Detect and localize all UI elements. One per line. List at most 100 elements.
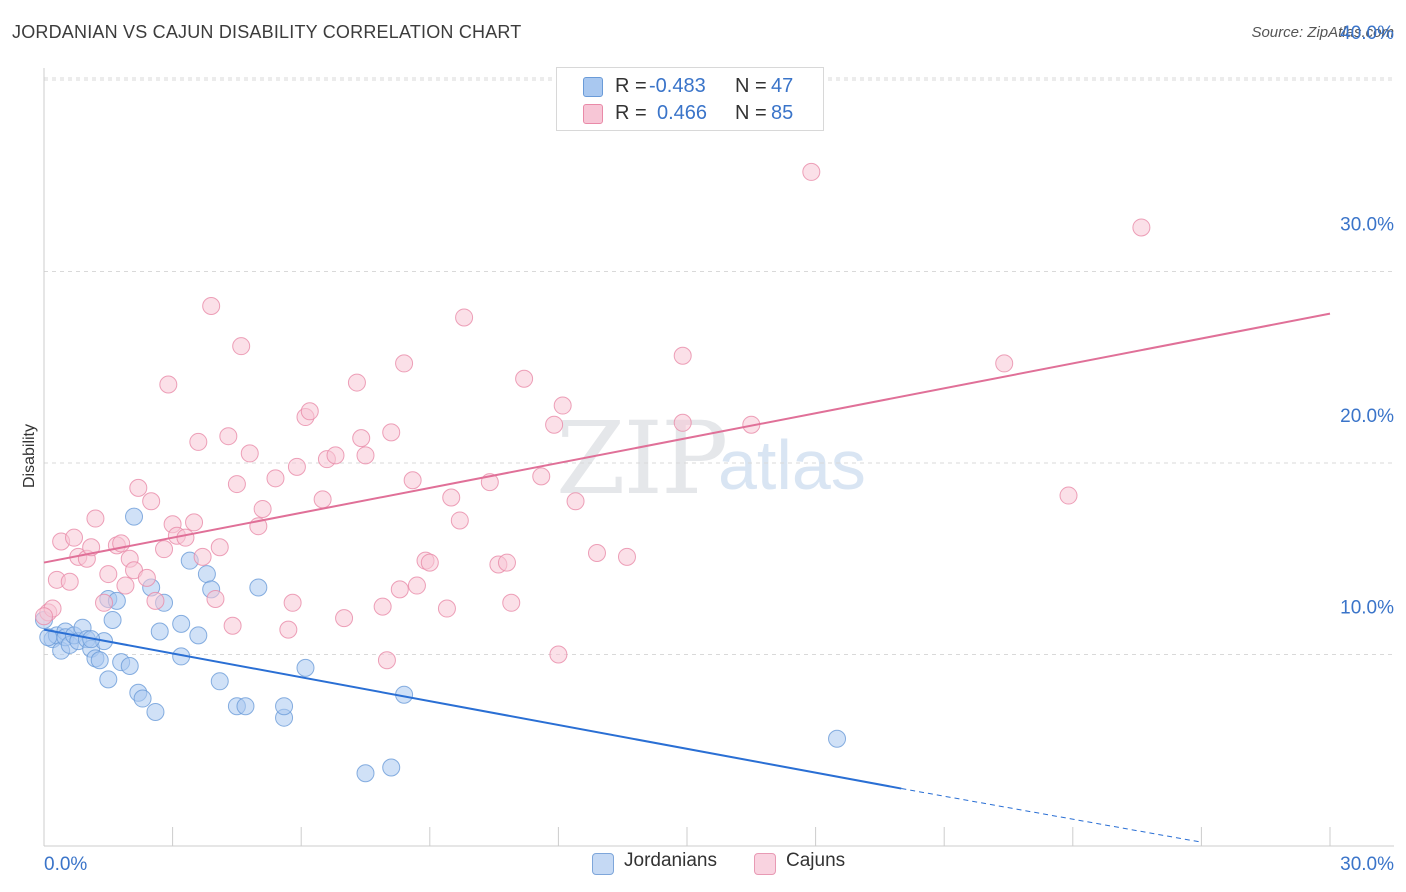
jordanian-point: [39, 628, 58, 647]
cajun-point: [227, 475, 246, 494]
jordanian-point: [133, 689, 152, 708]
jordanian-point: [99, 670, 118, 689]
y-tick-label: 40.0%: [1340, 23, 1394, 44]
cajun-point: [129, 478, 148, 497]
cajun-point: [116, 576, 135, 595]
cajun-point: [373, 597, 392, 616]
x-tick-label: 0.0%: [44, 854, 87, 875]
cajun-point: [802, 162, 821, 181]
jordanian-point: [90, 651, 109, 670]
legend-n-value: 85: [771, 102, 794, 124]
jordanian-point: [275, 697, 294, 716]
cajun-point: [99, 565, 118, 584]
cajun-point: [300, 402, 319, 421]
cajun-point: [240, 444, 259, 463]
cajun-point: [287, 457, 306, 476]
cajun-point: [283, 593, 302, 612]
cajun-point: [395, 354, 414, 373]
jordanian-point: [125, 507, 144, 526]
cajun-point: [189, 432, 208, 451]
cajun-point: [232, 337, 251, 356]
watermark-atlas: atlas: [718, 426, 866, 504]
cajun-point: [437, 599, 456, 618]
legend-r-value: 0.466: [657, 102, 708, 124]
cajun-point: [673, 346, 692, 365]
y-tick-label: 20.0%: [1340, 406, 1394, 427]
cajun-point: [146, 591, 165, 610]
bottom-legend-cajuns: Cajuns: [786, 850, 846, 871]
cajun-point: [95, 593, 114, 612]
cajun-point: [176, 528, 195, 547]
cajun-point: [545, 415, 564, 434]
bottom-legend-swatch-jordanians: [592, 853, 614, 875]
cajun-point: [455, 308, 474, 327]
cajun-point: [356, 446, 375, 465]
jordanian-point: [189, 626, 208, 645]
cajun-point: [566, 492, 585, 511]
cajun-point: [549, 645, 568, 664]
bottom-legend-jordanians: Jordanians: [624, 850, 717, 871]
cajun-point: [210, 538, 229, 557]
y-axis-label: Disability: [21, 424, 38, 488]
jordanian-point: [356, 764, 375, 783]
legend-r-value: -0.483: [649, 75, 706, 97]
jordanian-point: [150, 622, 169, 641]
cajun-point: [515, 369, 534, 388]
jordanian-point: [210, 672, 229, 691]
cajun-point: [65, 528, 84, 547]
cajun-point: [193, 547, 212, 566]
cajun-point: [219, 427, 238, 446]
chart-title: JORDANIAN VS CAJUN DISABILITY CORRELATIO…: [12, 22, 522, 42]
source-label: Source: ZipAtlas.com: [1251, 24, 1394, 41]
y-tick-label: 30.0%: [1340, 215, 1394, 236]
stats-legend: R = -0.483 N = 47 R = 0.466 N = 85: [556, 67, 824, 131]
jordanian-point: [296, 658, 315, 677]
cajun-point: [587, 544, 606, 563]
cajun-point: [185, 513, 204, 532]
jordanian-point: [236, 697, 255, 716]
jordanian-trend-extension: [901, 788, 1202, 843]
jordanian-trend-line: [43, 628, 902, 790]
cajun-point: [377, 651, 396, 670]
cajun-point: [326, 446, 345, 465]
legend-r-label: R =: [615, 75, 647, 97]
jordanian-point: [382, 758, 401, 777]
legend-n-value: 47: [771, 75, 794, 97]
jordanian-point: [120, 656, 139, 675]
cajun-point: [82, 538, 101, 557]
cajun-point: [253, 499, 272, 518]
cajun-point: [142, 492, 161, 511]
cajun-point: [420, 553, 439, 572]
legend-swatch-jordanians: [583, 77, 603, 97]
cajun-point: [442, 488, 461, 507]
cajun-point: [502, 593, 521, 612]
cajun-point: [335, 609, 354, 628]
cajun-point: [995, 354, 1014, 373]
jordanian-point: [197, 565, 216, 584]
cajun-point: [347, 373, 366, 392]
jordanian-point: [828, 729, 847, 748]
cajun-point: [407, 576, 426, 595]
cajun-point: [617, 547, 636, 566]
cajun-point: [86, 509, 105, 528]
cajun-point: [1132, 218, 1151, 237]
cajun-point: [223, 616, 242, 635]
cajun-point: [155, 540, 174, 559]
jordanian-point: [146, 702, 165, 721]
cajun-point: [497, 553, 516, 572]
cajun-point: [532, 467, 551, 486]
cajun-trend-line: [43, 312, 1331, 564]
cajun-point: [159, 375, 178, 394]
cajun-point: [279, 620, 298, 639]
y-tick-label: 10.0%: [1340, 598, 1394, 619]
cajun-point: [60, 572, 79, 591]
cajun-point: [553, 396, 572, 415]
cajun-point: [1059, 486, 1078, 505]
legend-n-label: N =: [735, 75, 767, 97]
cajun-point: [313, 490, 332, 509]
cajun-point: [202, 296, 221, 315]
legend-swatch-cajuns: [583, 104, 603, 124]
legend-r-label: R =: [615, 102, 647, 124]
cajun-point: [403, 471, 422, 490]
